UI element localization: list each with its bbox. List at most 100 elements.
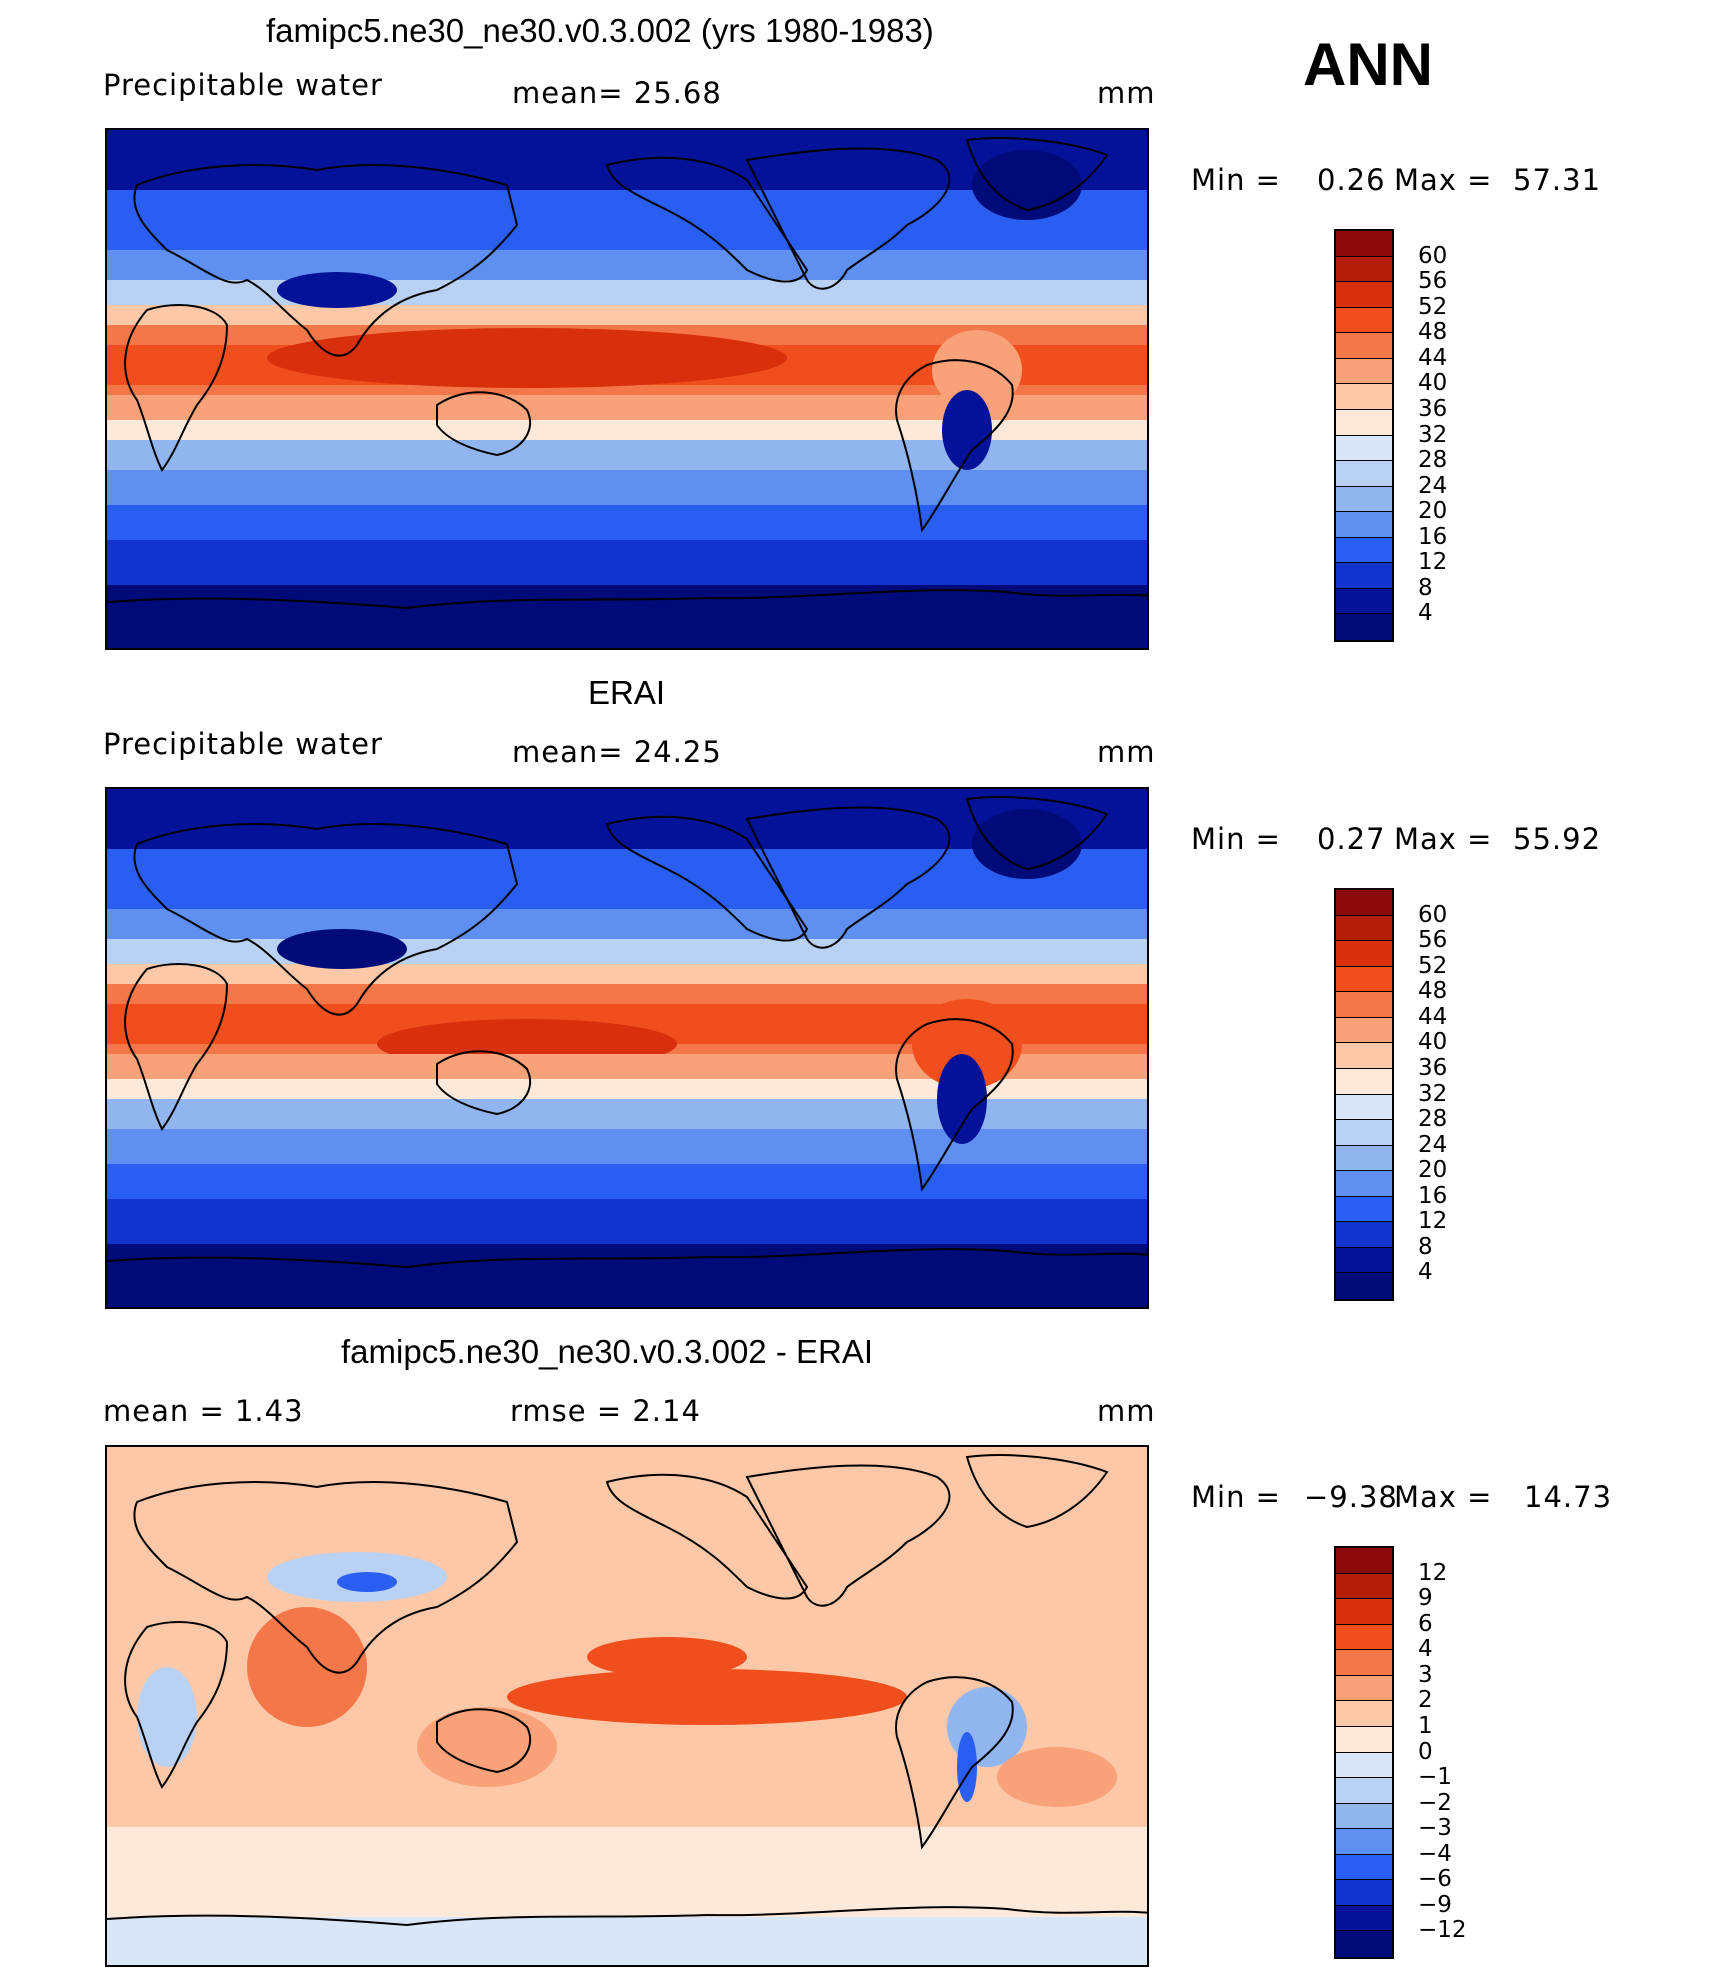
panel-1-title: famipc5.ne30_ne30.v0.3.002 (yrs 1980-198… [266,12,934,49]
colorbar-swatch [1336,486,1392,513]
colorbar-swatch [1336,512,1392,538]
colorbar-swatch [1336,358,1392,385]
colorbar-swatch [1336,1247,1392,1274]
colorbar-tick-label: 44 [1418,344,1448,371]
panel-1-colorbar [1334,229,1394,642]
colorbar-swatch [1336,384,1392,410]
colorbar-tick-label: 8 [1418,1233,1433,1260]
colorbar-tick-label: 60 [1418,242,1448,269]
panel-1-units-label: mm [1097,76,1156,110]
colorbar-swatch [1336,890,1392,916]
colorbar-tick-label: 9 [1418,1585,1433,1612]
panel-3-units-label: mm [1097,1394,1156,1428]
colorbar-tick-label: 3 [1418,1661,1433,1688]
colorbar-swatch [1336,1701,1392,1727]
colorbar-swatch [1336,1171,1392,1197]
panel-1-min-value: 0.26 [1317,163,1386,197]
panel-2-colorbar [1334,888,1394,1301]
colorbar-swatch [1336,1145,1392,1172]
colorbar-tick-label: 56 [1418,927,1448,954]
panel-3-title: famipc5.ne30_ne30.v0.3.002 - ERAI [341,1333,874,1370]
colorbar-tick-label: 36 [1418,395,1448,422]
colorbar-swatch [1336,1803,1392,1830]
panel-3-colorbar [1334,1546,1394,1959]
colorbar-swatch [1336,941,1392,967]
colorbar-tick-label: 24 [1418,472,1448,499]
colorbar-tick-label: 32 [1418,1080,1448,1107]
colorbar-tick-label: 40 [1418,1029,1448,1056]
panel-2-map-svg [107,789,1147,1307]
panel-2-mean-label: mean= 24.25 [512,735,722,769]
colorbar-swatch [1336,915,1392,942]
colorbar-tick-label: 16 [1418,523,1448,550]
colorbar-tick-label: −3 [1418,1815,1452,1842]
colorbar-swatch [1336,1880,1392,1906]
colorbar-swatch [1336,1726,1392,1753]
colorbar-tick-label: −9 [1418,1891,1452,1918]
colorbar-swatch [1336,409,1392,436]
colorbar-swatch [1336,992,1392,1018]
colorbar-tick-label: 40 [1418,370,1448,397]
colorbar-tick-label: 0 [1418,1738,1433,1765]
colorbar-tick-label: 36 [1418,1054,1448,1081]
colorbar-tick-label: 1 [1418,1712,1433,1739]
colorbar-tick-label: 8 [1418,574,1433,601]
colorbar-tick-label: 60 [1418,901,1448,928]
colorbar-tick-label: −1 [1418,1764,1452,1791]
colorbar-tick-label: 4 [1418,600,1433,627]
colorbar-swatch [1336,333,1392,359]
colorbar-tick-label: 24 [1418,1131,1448,1158]
panel-2-title: ERAI [588,674,666,711]
colorbar-tick-label: 52 [1418,293,1448,320]
panel-2-map [105,787,1149,1309]
panel-3-max-value: 14.73 [1524,1480,1613,1514]
colorbar-swatch [1336,1017,1392,1044]
panel-2-min-label: Min = [1191,822,1281,856]
colorbar-tick-label: 2 [1418,1687,1433,1714]
panel-2-max-label: Max = [1394,822,1493,856]
colorbar-tick-label: 28 [1418,447,1448,474]
colorbar-swatch [1336,1548,1392,1574]
colorbar-swatch [1336,1196,1392,1223]
panel-2-variable-label: Precipitable water [103,727,383,761]
colorbar-tick-label: 4 [1418,1259,1433,1286]
panel-3-map-svg [107,1447,1147,1965]
panel-1-map [105,128,1149,650]
colorbar-tick-label: 12 [1418,1208,1448,1235]
colorbar-swatch [1336,1599,1392,1625]
colorbar-swatch [1336,588,1392,615]
colorbar-swatch [1336,1854,1392,1881]
colorbar-tick-label: −6 [1418,1866,1452,1893]
panel-1-variable-label: Precipitable water [103,68,383,102]
colorbar-tick-label: 12 [1418,1559,1448,1586]
panel-3-min-label: Min = [1191,1480,1281,1514]
colorbar-tick-label: −2 [1418,1789,1452,1816]
colorbar-tick-label: 32 [1418,421,1448,448]
colorbar-swatch [1336,1222,1392,1248]
colorbar-swatch [1336,1068,1392,1095]
colorbar-swatch [1336,1650,1392,1676]
colorbar-swatch [1336,1043,1392,1069]
colorbar-swatch [1336,1905,1392,1932]
colorbar-swatch [1336,1752,1392,1779]
colorbar-swatch [1336,1778,1392,1804]
panel-2-units-label: mm [1097,735,1156,769]
panel-3-mean-label: mean = 1.43 [103,1394,304,1428]
colorbar-tick-label: 4 [1418,1636,1433,1663]
colorbar-swatch [1336,1931,1392,1957]
colorbar-tick-label: 56 [1418,268,1448,295]
colorbar-swatch [1336,461,1392,487]
colorbar-swatch [1336,563,1392,589]
colorbar-swatch [1336,1273,1392,1299]
colorbar-swatch [1336,1573,1392,1600]
colorbar-tick-label: −12 [1418,1917,1467,1944]
colorbar-swatch [1336,1624,1392,1651]
colorbar-tick-label: 20 [1418,498,1448,525]
colorbar-swatch [1336,231,1392,257]
colorbar-tick-label: −4 [1418,1840,1452,1867]
colorbar-swatch [1336,1675,1392,1702]
panel-3-max-label: Max = [1394,1480,1493,1514]
colorbar-tick-label: 48 [1418,319,1448,346]
panel-1-mean-label: mean= 25.68 [512,76,722,110]
colorbar-tick-label: 12 [1418,549,1448,576]
